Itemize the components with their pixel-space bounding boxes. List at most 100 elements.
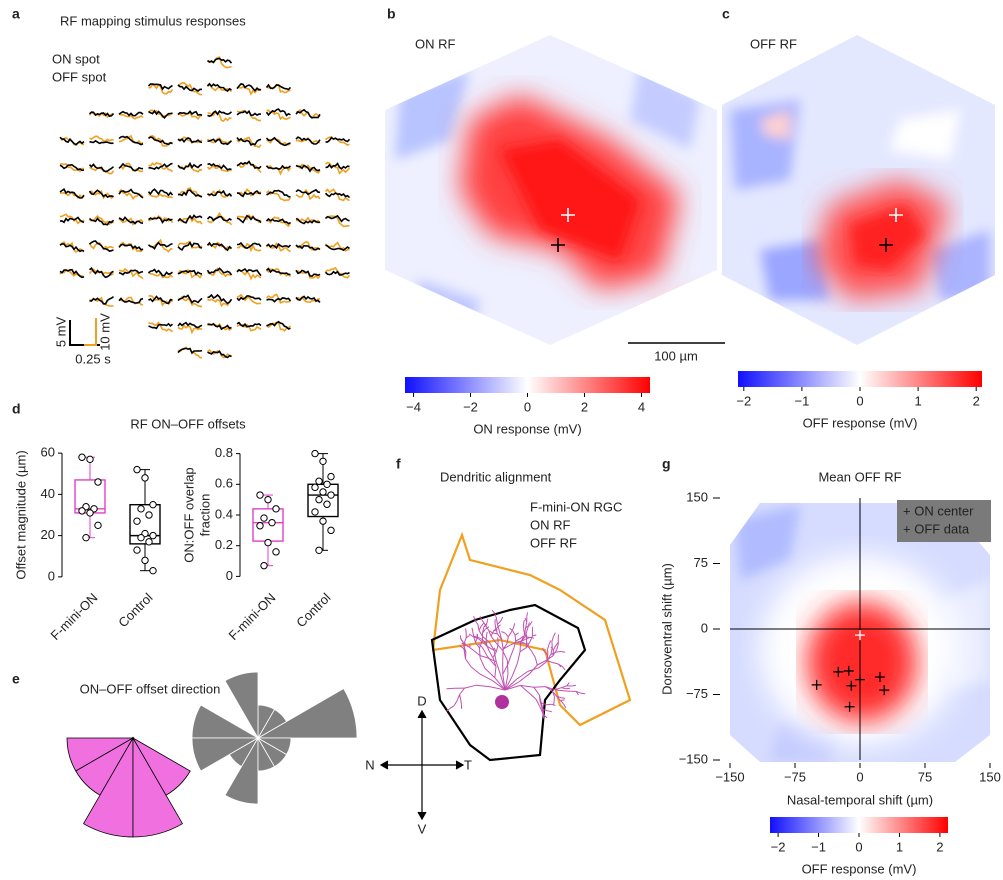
label: 0 xyxy=(856,769,863,784)
panel-letter: b xyxy=(387,6,396,22)
label: 0 xyxy=(855,839,862,854)
dendrite xyxy=(466,659,472,667)
label: 0 xyxy=(226,568,233,583)
data-point xyxy=(87,510,93,516)
dendrite xyxy=(512,663,517,676)
dendrite xyxy=(480,648,481,658)
dendrite xyxy=(516,639,520,641)
dendrite xyxy=(549,640,551,644)
dendrite xyxy=(485,668,495,677)
on-rf-map xyxy=(380,30,720,350)
dendrite xyxy=(535,657,537,665)
label: OFF RF xyxy=(530,535,577,550)
dendrite xyxy=(520,642,521,652)
data-point xyxy=(312,450,318,456)
trace xyxy=(149,217,173,222)
dendrite xyxy=(532,635,536,636)
dendrite xyxy=(553,663,559,665)
dendrite xyxy=(534,687,546,688)
label: 10 mV xyxy=(97,313,112,351)
label: ON RF xyxy=(415,36,456,51)
label: ON spot xyxy=(52,51,100,66)
label: Dorsoventral shift (µm) xyxy=(659,563,674,695)
dendrite xyxy=(470,648,475,652)
trace xyxy=(90,164,114,171)
dendrite xyxy=(526,633,527,637)
label: OFF response (mV) xyxy=(802,861,917,876)
dendrite xyxy=(561,698,565,699)
dendrite xyxy=(480,656,488,658)
dendrite xyxy=(481,623,484,626)
dendrite xyxy=(471,667,480,674)
data-point xyxy=(95,522,101,528)
label: 75 xyxy=(694,555,708,570)
dendrite xyxy=(572,685,576,686)
dendrite xyxy=(489,651,493,658)
data-point xyxy=(150,567,156,573)
label: F-mini-ON xyxy=(48,590,101,643)
panel-letter: a xyxy=(12,6,20,22)
dendrite xyxy=(497,619,498,625)
dendrite xyxy=(450,706,454,709)
data-point xyxy=(134,547,140,553)
dendrite xyxy=(513,631,515,635)
figure: abcdefgRF mapping stimulus responsesON R… xyxy=(0,0,1003,880)
panel-letter: c xyxy=(722,6,730,22)
dendrite xyxy=(465,685,476,688)
label: 75 xyxy=(918,769,932,784)
data-point xyxy=(324,481,330,487)
label: N xyxy=(365,757,374,772)
label: Dendritic alignment xyxy=(440,469,552,484)
label: 0 xyxy=(48,568,55,583)
dendrite xyxy=(553,646,555,650)
dendrite xyxy=(563,691,570,692)
trace xyxy=(237,323,261,327)
label: Control xyxy=(293,590,333,630)
dendrites xyxy=(447,610,586,718)
dendrite xyxy=(529,693,536,699)
data-point xyxy=(142,557,148,563)
label: Mean OFF RF xyxy=(818,469,901,484)
dendrite xyxy=(482,646,485,650)
data-point xyxy=(265,539,271,545)
label: 2 xyxy=(936,839,943,854)
dendrite xyxy=(547,704,552,705)
label: D xyxy=(417,693,426,708)
dendrite xyxy=(532,651,536,657)
dendrite xyxy=(492,610,495,613)
label: 150 xyxy=(686,489,708,504)
dendrite xyxy=(484,650,487,655)
box xyxy=(75,480,105,513)
label: Offset magnitude (µm) xyxy=(13,450,28,579)
label: F-mini-ON RGC xyxy=(530,499,622,514)
dendrite xyxy=(486,636,487,641)
data-point xyxy=(265,496,271,502)
data-point xyxy=(312,484,318,490)
label: 5 mV xyxy=(53,317,68,348)
dendrite xyxy=(534,687,540,695)
data-point xyxy=(312,509,318,515)
label: 0 xyxy=(524,399,531,414)
label: 20 xyxy=(41,527,55,542)
data-point xyxy=(142,475,148,481)
dendrite xyxy=(454,701,457,706)
label: 4 xyxy=(638,399,645,414)
dendrite xyxy=(561,652,565,653)
panel-letter: f xyxy=(396,456,401,472)
dendrite xyxy=(564,704,566,708)
label: + ON center xyxy=(903,503,974,518)
dendrite xyxy=(561,688,566,689)
dendrite xyxy=(548,644,550,649)
dendrite xyxy=(527,612,528,616)
label: 2 xyxy=(581,399,588,414)
label: RF mapping stimulus responses xyxy=(60,13,246,28)
dendrite xyxy=(517,652,520,663)
label: −4 xyxy=(406,399,421,414)
dendrite xyxy=(566,688,570,689)
dendrite xyxy=(581,693,585,694)
label: OFF RF xyxy=(750,36,797,51)
dendrite xyxy=(556,652,561,653)
label: 0.25 s xyxy=(75,351,111,366)
label: 2 xyxy=(973,393,980,408)
dendrite xyxy=(461,700,462,705)
